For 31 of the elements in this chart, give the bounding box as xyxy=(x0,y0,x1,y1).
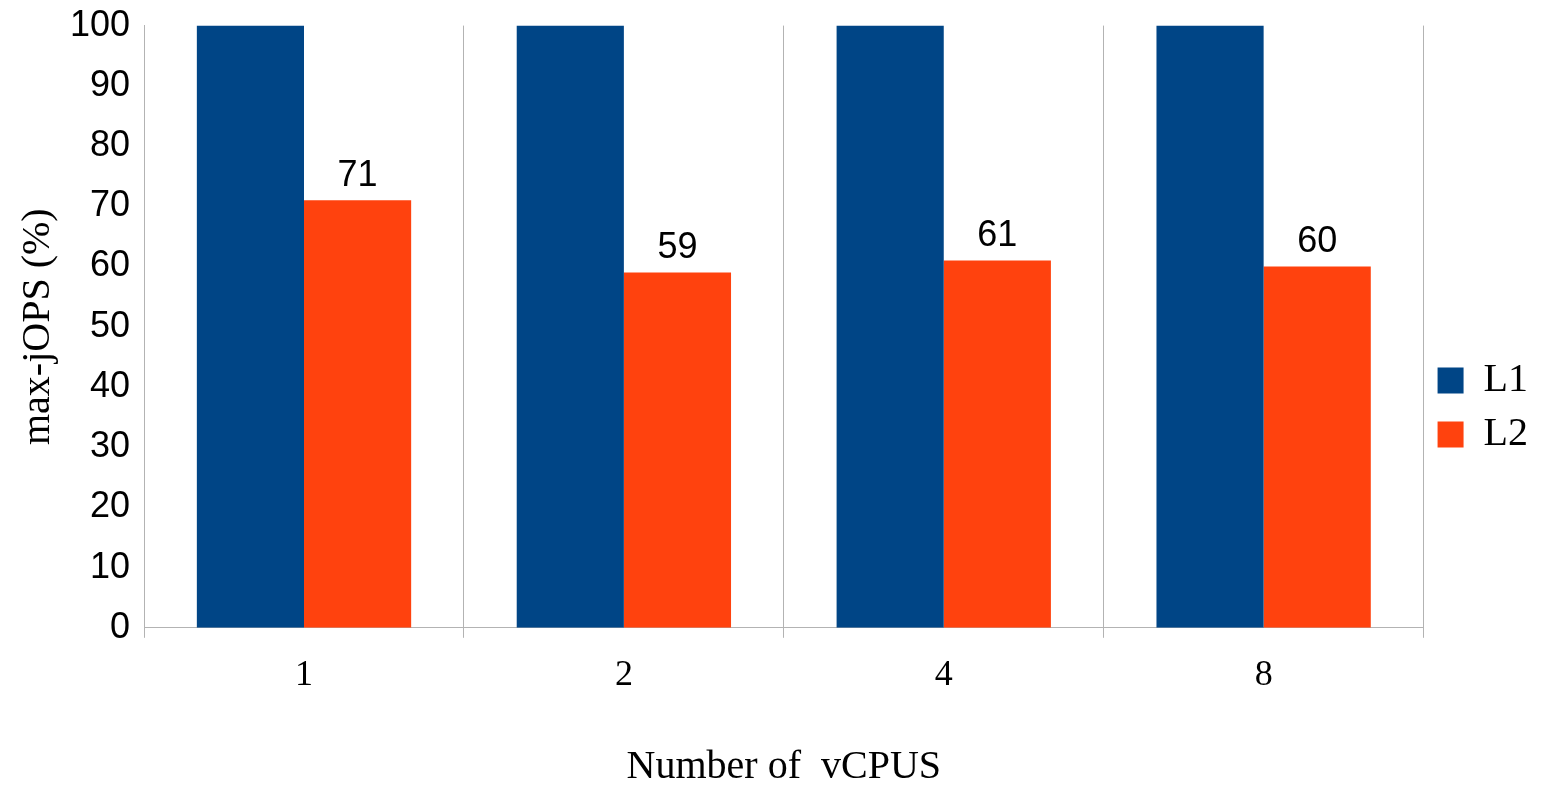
y-axis-title: max-jOPS (%) xyxy=(12,208,58,446)
legend-label: L1 xyxy=(1483,355,1528,400)
x-tick-label: 2 xyxy=(614,652,633,693)
bar xyxy=(1263,266,1371,628)
bar xyxy=(623,272,732,628)
bar xyxy=(943,260,1051,628)
y-tick-label: 100 xyxy=(69,2,131,44)
y-tick-label: 70 xyxy=(90,183,131,225)
data-label: 59 xyxy=(657,225,698,267)
y-tick-label: 20 xyxy=(90,484,131,526)
data-label: 60 xyxy=(1297,219,1338,261)
bar xyxy=(516,25,624,628)
data-label: 61 xyxy=(977,213,1018,255)
y-tick-label: 30 xyxy=(90,424,131,466)
x-tick-label: 1 xyxy=(295,652,313,693)
bar xyxy=(836,25,944,628)
y-tick-label: 40 xyxy=(90,363,131,405)
y-tick-label: 0 xyxy=(110,604,131,646)
x-tick-label: 8 xyxy=(1254,652,1273,693)
x-tick-label: 4 xyxy=(934,652,953,693)
x-axis-title: Number of vCPUS xyxy=(626,741,942,787)
y-tick-label: 80 xyxy=(90,122,131,164)
bar xyxy=(196,25,304,628)
y-tick-label: 60 xyxy=(90,243,131,285)
y-tick-label: 50 xyxy=(90,303,131,345)
legend-label: L2 xyxy=(1483,409,1528,454)
y-tick-label: 10 xyxy=(90,544,131,586)
y-tick-label: 90 xyxy=(90,62,131,104)
data-label: 71 xyxy=(337,153,378,195)
bar xyxy=(304,200,412,628)
bar xyxy=(1156,25,1264,628)
